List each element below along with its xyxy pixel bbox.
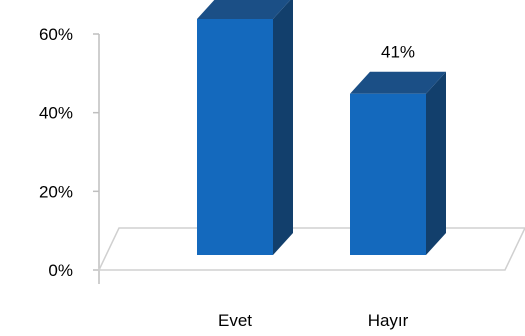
bar-layer — [197, 0, 446, 255]
y-tick-label: 40% — [39, 104, 73, 123]
floor-layer — [97, 227, 525, 271]
bar-top-hayır — [350, 71, 446, 94]
x-category-label: Evet — [218, 311, 252, 330]
y-tick-label: 60% — [39, 25, 73, 44]
bar-hayır — [350, 93, 426, 255]
x-category-label: Hayır — [368, 311, 409, 330]
bar-side-evet — [273, 0, 293, 255]
data-label: 41% — [381, 43, 415, 62]
y-tick-label: 20% — [39, 182, 73, 201]
y-tick-label: 0% — [48, 261, 73, 280]
chart-floor — [97, 227, 525, 271]
bar-side-hayır — [426, 71, 446, 255]
bar-top-evet — [197, 0, 291, 19]
bar-evet — [197, 19, 273, 255]
axis-layer: 0% 20% 40% 60% — [39, 25, 100, 284]
